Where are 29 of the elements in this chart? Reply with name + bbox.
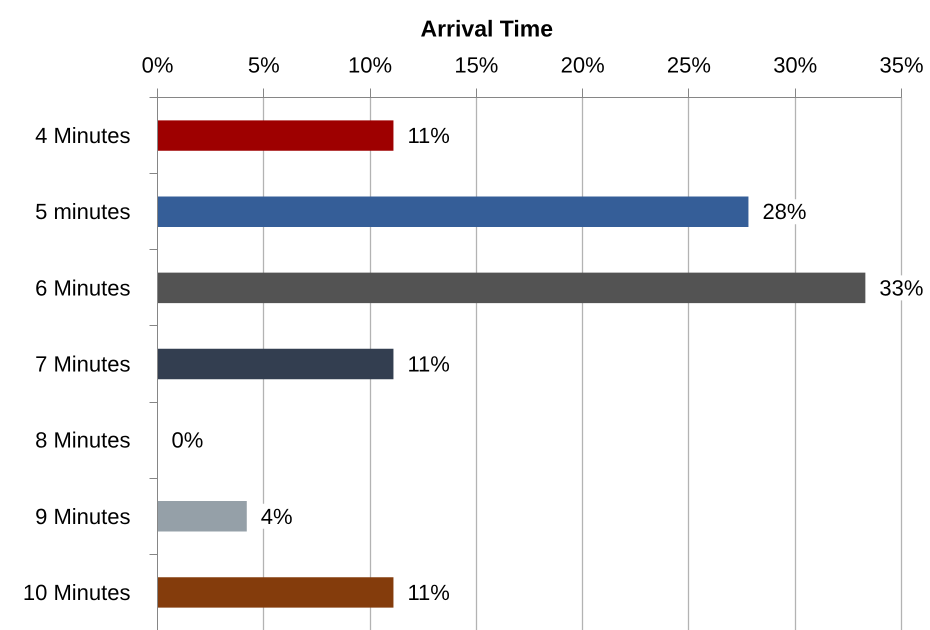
- x-tick-label: 0%: [142, 52, 174, 78]
- x-tick-label: 5%: [248, 52, 280, 78]
- x-tick-label: 20%: [560, 52, 605, 78]
- y-tick-label: 5 minutes: [35, 199, 131, 224]
- bar: [158, 348, 394, 380]
- chart-title: Arrival Time: [420, 16, 554, 42]
- bar: [158, 272, 866, 304]
- data-label: 0%: [172, 428, 204, 453]
- x-tick-label: 25%: [666, 52, 711, 78]
- data-label: 11%: [407, 352, 450, 376]
- data-label: 11%: [407, 580, 450, 605]
- bar: [158, 120, 394, 151]
- y-tick-label: 9 Minutes: [35, 504, 131, 529]
- data-label: 33%: [879, 275, 924, 300]
- data-label: 4%: [260, 504, 293, 529]
- x-tick-label: 15%: [454, 52, 498, 78]
- x-tick-label: 10%: [348, 52, 392, 78]
- data-label: 28%: [762, 199, 806, 224]
- y-tick-label: 8 Minutes: [35, 428, 131, 453]
- bar: [158, 577, 394, 608]
- y-tick-label: 4 Minutes: [35, 123, 131, 148]
- data-label: 11%: [407, 123, 450, 148]
- bar: [158, 501, 247, 532]
- x-tick-label: 30%: [773, 52, 818, 78]
- y-tick-label: 7 Minutes: [35, 352, 131, 376]
- y-tick-label: 6 Minutes: [35, 275, 131, 300]
- x-tick-label: 35%: [879, 52, 924, 78]
- bar: [158, 196, 748, 227]
- y-tick-label: 10 Minutes: [22, 580, 131, 605]
